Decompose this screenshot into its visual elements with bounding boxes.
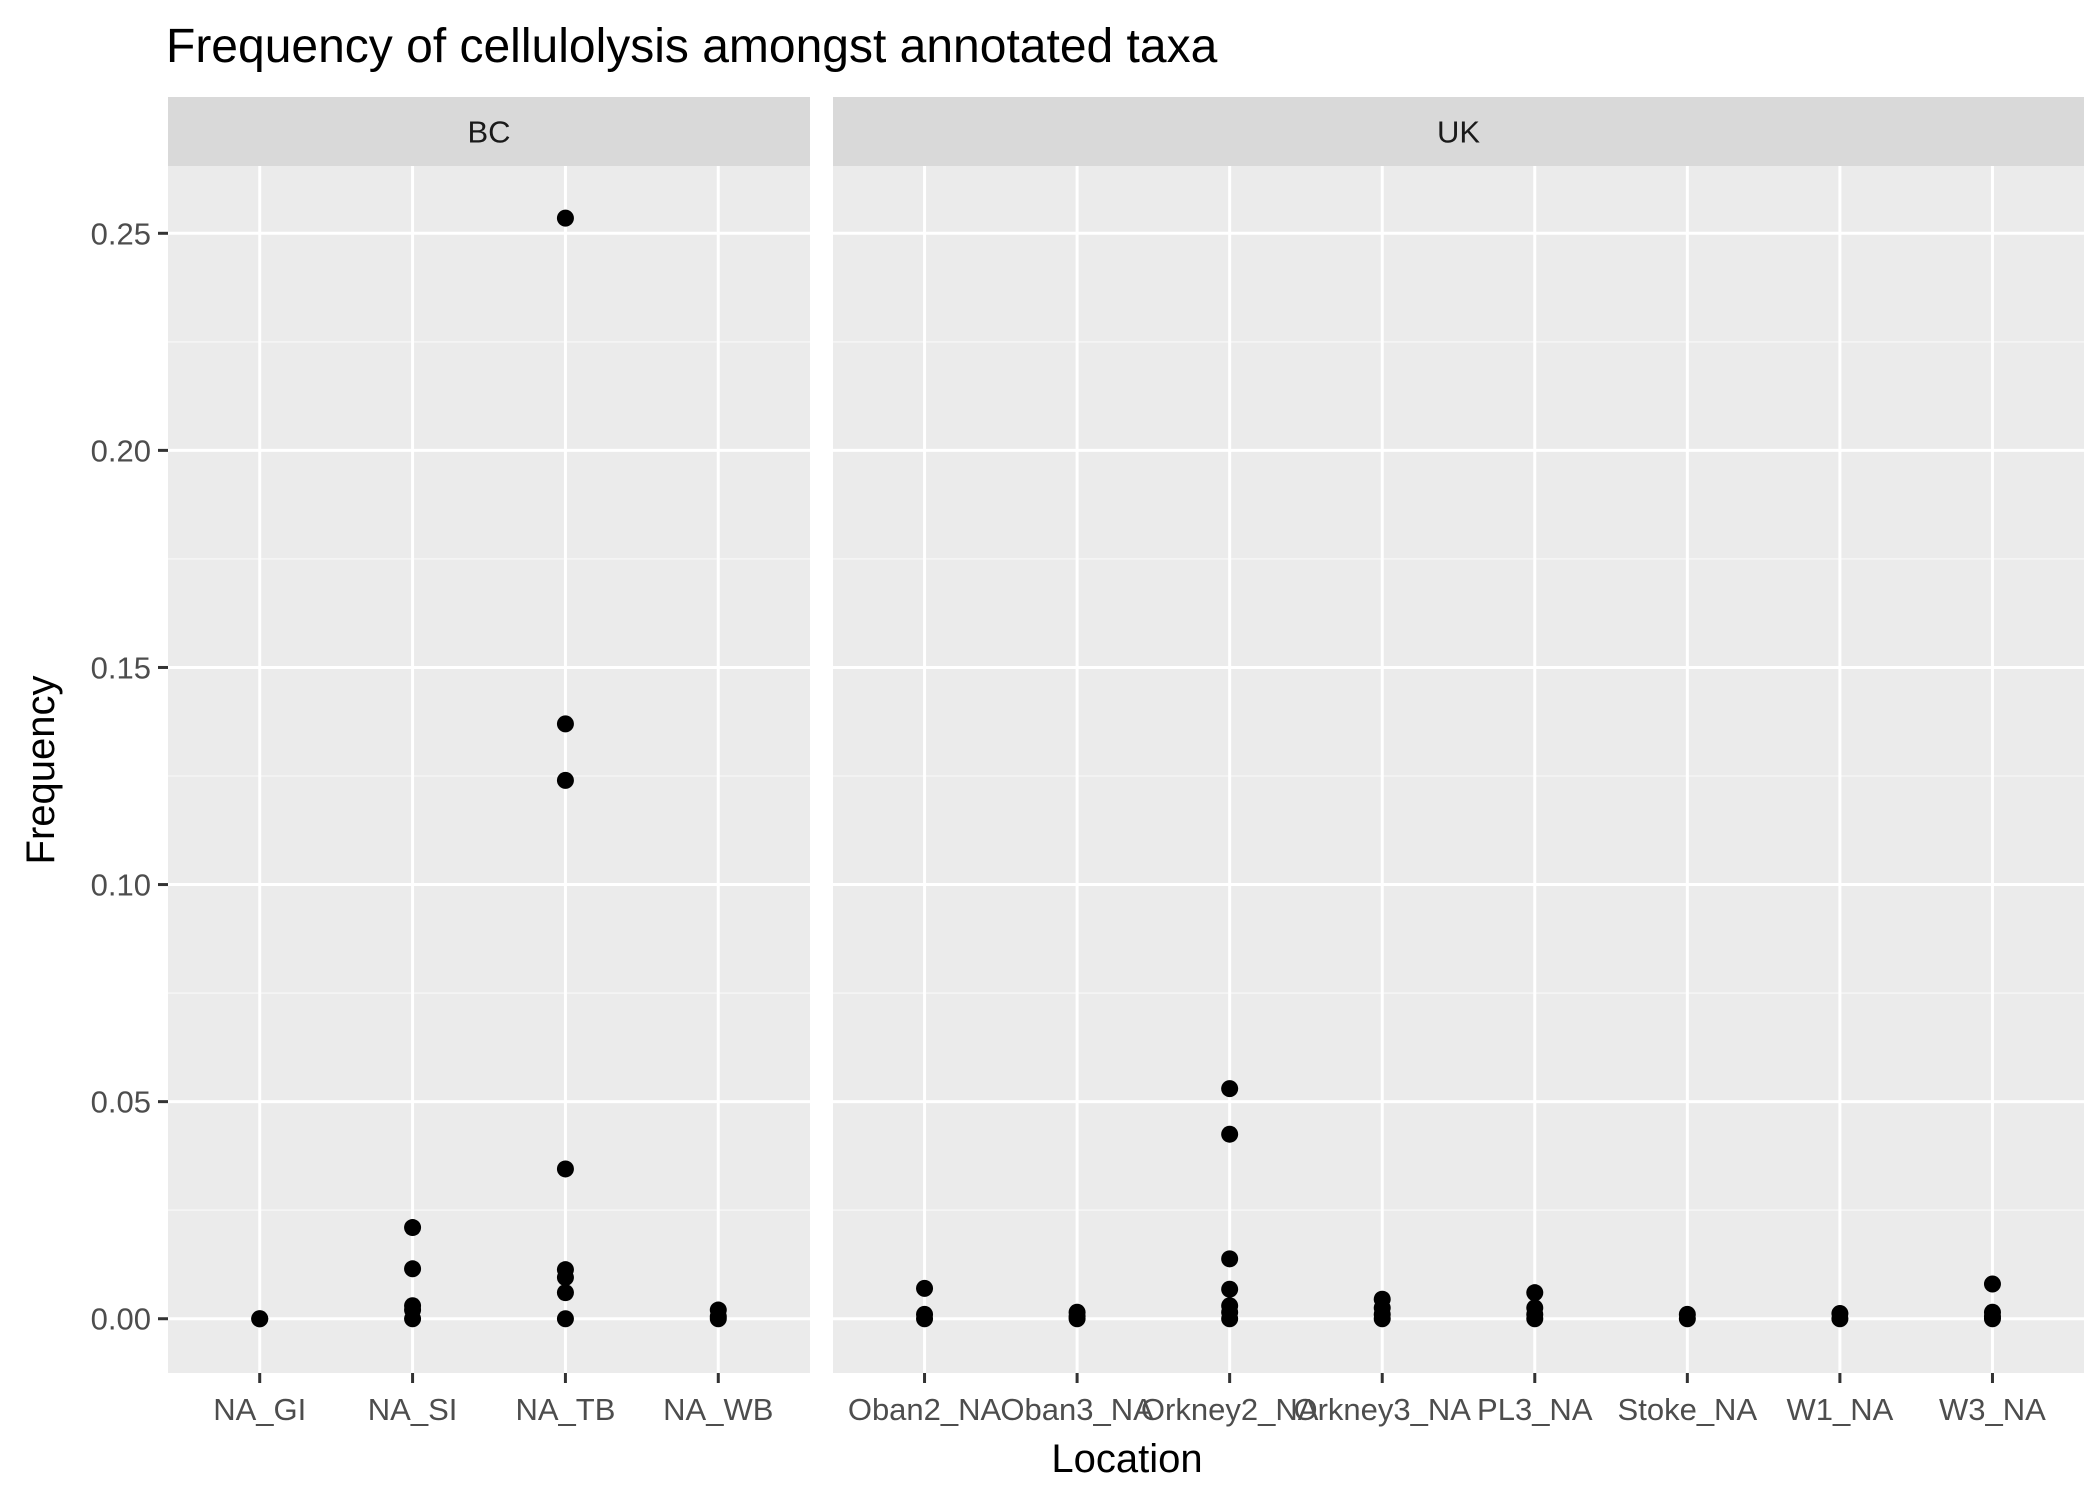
y-tick-label: 0.05 [91, 1085, 151, 1120]
data-point [1068, 1310, 1086, 1328]
data-point [1526, 1310, 1544, 1328]
data-point [1373, 1310, 1391, 1328]
data-point [1221, 1280, 1239, 1298]
data-point [1983, 1275, 2001, 1293]
x-tick-label: PL3_NA [1477, 1392, 1593, 1427]
y-tick-label: 0.10 [91, 868, 151, 903]
y-axis-title: Frequency [19, 676, 63, 865]
x-tick-label: NA_TB [515, 1392, 615, 1427]
data-point [1221, 1125, 1239, 1143]
x-tick-label: W1_NA [1786, 1392, 1893, 1427]
data-point [404, 1219, 422, 1237]
chart-title: Frequency of cellulolysis amongst annota… [166, 20, 1218, 73]
x-tick-label: Oban3_NA [1000, 1392, 1154, 1427]
data-point [251, 1310, 269, 1328]
x-tick-label: Stoke_NA [1618, 1392, 1758, 1427]
facet-strip [168, 97, 810, 166]
data-point [556, 209, 574, 227]
facet-strip [833, 97, 2084, 166]
data-point [556, 1284, 574, 1302]
x-axis-title: Location [1051, 1437, 1202, 1481]
panel-background [833, 166, 2084, 1373]
y-tick-label: 0.25 [91, 216, 151, 251]
y-tick-label: 0.15 [91, 650, 151, 685]
data-point [1983, 1310, 2001, 1328]
data-point [1831, 1310, 1849, 1328]
data-point [1526, 1284, 1544, 1302]
x-tick-label: Orkney2_NA [1141, 1392, 1319, 1427]
data-point [404, 1260, 422, 1278]
x-tick-label: Oban2_NA [848, 1392, 1002, 1427]
x-tick-label: W3_NA [1939, 1392, 2046, 1427]
data-point [404, 1310, 422, 1328]
data-point [1221, 1310, 1239, 1328]
data-point [556, 1310, 574, 1328]
facet-strip-label: BC [467, 115, 510, 150]
y-tick-label: 0.00 [91, 1302, 151, 1337]
data-point [1678, 1310, 1696, 1328]
y-tick-label: 0.20 [91, 433, 151, 468]
data-point [556, 1160, 574, 1178]
x-tick-label: NA_WB [663, 1392, 773, 1427]
facet-panel-bc: NA_GI NA_SI NA_TB NA_WB BC [168, 97, 810, 1427]
data-point [916, 1279, 934, 1297]
x-tick-label: Orkney3_NA [1293, 1392, 1471, 1427]
data-point [916, 1310, 934, 1328]
data-point [556, 1268, 574, 1286]
x-tick-label: NA_GI [213, 1392, 306, 1427]
data-point [556, 715, 574, 733]
data-point [556, 771, 574, 789]
facet-strip-label: UK [1437, 115, 1480, 150]
data-point [709, 1310, 727, 1328]
data-point [1221, 1080, 1239, 1098]
panel-background [168, 166, 810, 1373]
x-tick-label: NA_SI [368, 1392, 458, 1427]
y-axis: 0.00 0.05 0.10 0.15 0.20 0.25 [91, 216, 168, 1337]
data-point [1221, 1250, 1239, 1268]
